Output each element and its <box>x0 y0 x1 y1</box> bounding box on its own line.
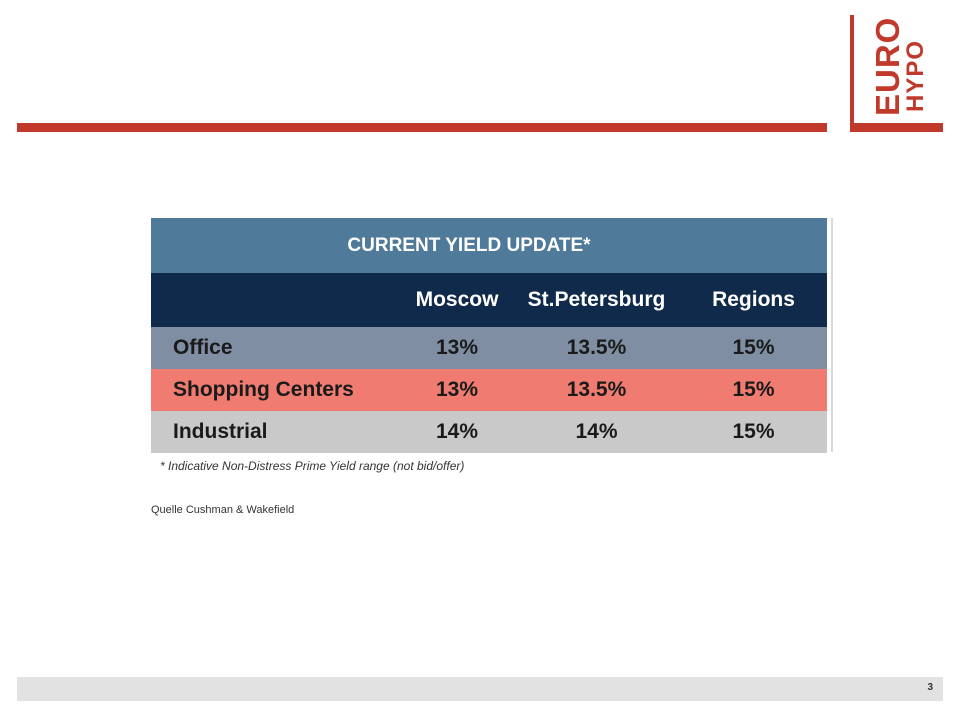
column-header-moscow: Moscow <box>415 288 499 311</box>
logo-hypo-text: HYPO <box>902 39 929 112</box>
cell-moscow: 13% <box>435 378 479 401</box>
column-header-regions: Regions <box>712 288 795 311</box>
table-title: CURRENT YIELD UPDATE* <box>347 234 591 256</box>
cell-st-petersburg: 13.5% <box>566 378 627 401</box>
row-label: Office <box>173 336 233 359</box>
table-row-industrial: Industrial 14% 14% 15% <box>151 411 827 453</box>
table-footnote: * Indicative Non-Distress Prime Yield ra… <box>160 459 465 473</box>
logo-vertical-bar <box>850 15 854 130</box>
source-note: Quelle Cushman & Wakefield <box>151 504 295 516</box>
cell-moscow: 14% <box>435 420 479 443</box>
cell-moscow: 13% <box>435 336 479 359</box>
footer-bar: 3 <box>17 677 943 701</box>
cell-regions: 15% <box>732 378 775 401</box>
header-rule <box>17 123 827 132</box>
logo-euro-text: EURO <box>869 16 906 116</box>
column-header-st-petersburg: St.Petersburg <box>527 288 666 311</box>
row-label: Industrial <box>173 420 268 443</box>
table-row-shopping-centers: Shopping Centers 13% 13.5% 15% <box>151 369 827 411</box>
table-header-row: Moscow St.Petersburg Regions <box>151 273 827 327</box>
page-number: 3 <box>927 682 933 693</box>
cell-regions: 15% <box>732 420 775 443</box>
row-label: Shopping Centers <box>173 378 354 401</box>
table-title-row: CURRENT YIELD UPDATE* <box>151 218 827 273</box>
yield-table: CURRENT YIELD UPDATE* Moscow St.Petersbu… <box>151 218 827 453</box>
logo-rule <box>850 123 943 132</box>
table-frame-edge <box>831 218 833 452</box>
table-row-office: Office 13% 13.5% 15% <box>151 327 827 369</box>
cell-regions: 15% <box>732 336 775 359</box>
cell-st-petersburg: 14% <box>575 420 618 443</box>
cell-st-petersburg: 13.5% <box>566 336 627 359</box>
